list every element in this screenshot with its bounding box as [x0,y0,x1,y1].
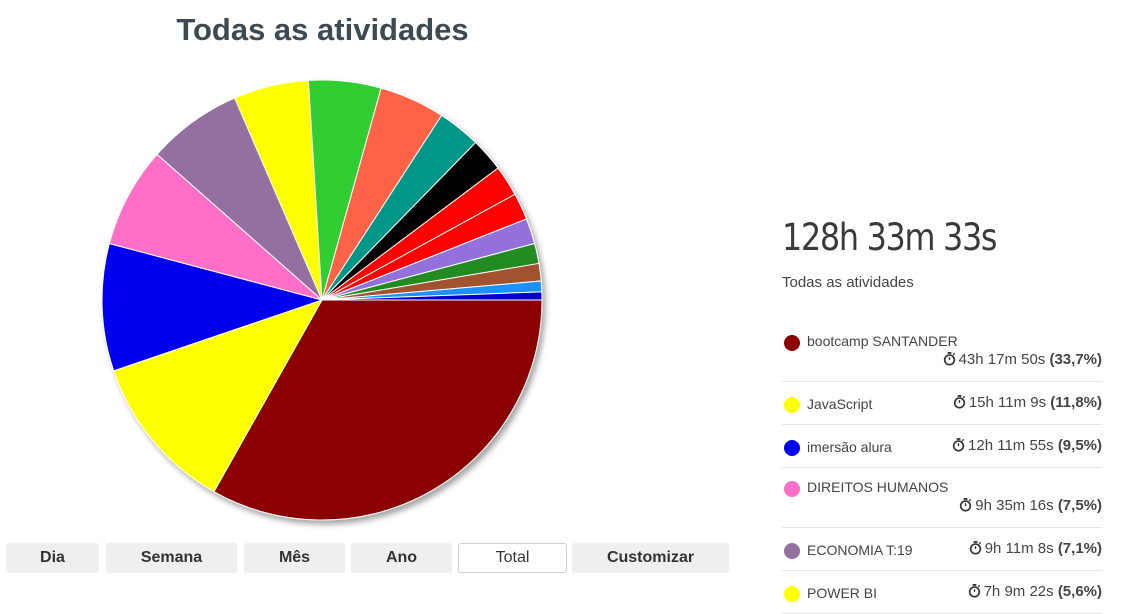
activity-percent: (33,7%) [1049,351,1102,368]
activity-time: 7h 9m 22s [983,583,1058,600]
total-time: 128h 33m 33s [782,216,997,259]
activity-list: bootcamp SANTANDER 43h 17m 50s (33,7%) Jav… [782,322,1102,614]
tab-3[interactable]: Ano [351,543,452,573]
activity-row[interactable]: ECONOMIA T:19 9h 11m 8s (7,1%) [782,528,1102,571]
chart-title: Todas as atividades [176,12,469,47]
activity-time: 12h 11m 55s [968,437,1058,454]
activity-percent: (7,5%) [1057,497,1102,514]
pie-slice[interactable] [321,291,543,301]
activity-row[interactable]: imersão alura 12h 11m 55s (9,5%) [782,425,1102,468]
stopwatch-icon [952,437,968,454]
tab-4[interactable]: Total [458,543,567,573]
activity-color-dot [784,543,800,559]
tab-2[interactable]: Mês [244,543,345,573]
activity-percent: (5,6%) [1057,583,1102,600]
tab-1[interactable]: Semana [106,543,237,573]
pie-slice[interactable] [108,153,323,301]
stopwatch-icon [959,497,975,514]
activity-percent: (9,5%) [1057,437,1102,454]
activity-time: 9h 35m 16s [975,497,1058,514]
activity-duration: 15h 11m 9s (11,8%) [953,394,1102,411]
stopwatch-icon [969,540,985,557]
activity-duration: 9h 11m 8s (7,1%) [969,540,1102,557]
activity-duration: 12h 11m 55s (9,5%) [952,437,1102,454]
activity-name: JavaScript [807,396,873,412]
activity-name: DIREITOS HUMANOS [807,479,949,495]
activity-name: POWER BI [807,585,878,601]
activity-color-dot [784,397,800,413]
activity-color-dot [784,440,800,456]
pie-slice[interactable] [213,299,543,521]
total-label: Todas as atividades [782,274,914,291]
activity-color-dot [784,335,800,351]
activity-percent: (11,8%) [1050,394,1102,411]
activity-duration: 9h 35m 16s (7,5%) [959,497,1102,514]
activity-color-dot [784,481,800,497]
activity-row[interactable]: JavaScript 15h 11m 9s (11,8%) [782,382,1102,425]
activity-name: imersão alura [807,439,892,455]
stopwatch-icon [968,583,984,600]
activity-row[interactable]: bootcamp SANTANDER 43h 17m 50s (33,7%) [782,322,1102,382]
activity-duration: 7h 9m 22s (5,6%) [968,583,1102,600]
activity-duration: 43h 17m 50s (33,7%) [943,351,1102,368]
tab-0[interactable]: Dia [6,543,99,573]
activity-row[interactable]: POWER BI 7h 9m 22s (5,6%) [782,571,1102,614]
pie-slice[interactable] [101,242,324,372]
activity-time: 15h 11m 9s [968,394,1051,411]
stopwatch-icon [953,394,969,411]
pie-chart [101,79,543,521]
activity-name: ECONOMIA T:19 [807,542,913,558]
activity-time: 43h 17m 50s [958,351,1050,368]
activity-percent: (7,1%) [1057,540,1102,557]
activity-row[interactable]: DIREITOS HUMANOS 9h 35m 16s (7,5%) [782,468,1102,528]
activity-name: bootcamp SANTANDER [807,333,958,349]
stopwatch-icon [943,351,959,368]
activity-time: 9h 11m 8s [984,540,1058,557]
tab-5[interactable]: Customizar [572,543,729,573]
activity-color-dot [784,586,800,602]
pie-slice[interactable] [113,299,324,493]
